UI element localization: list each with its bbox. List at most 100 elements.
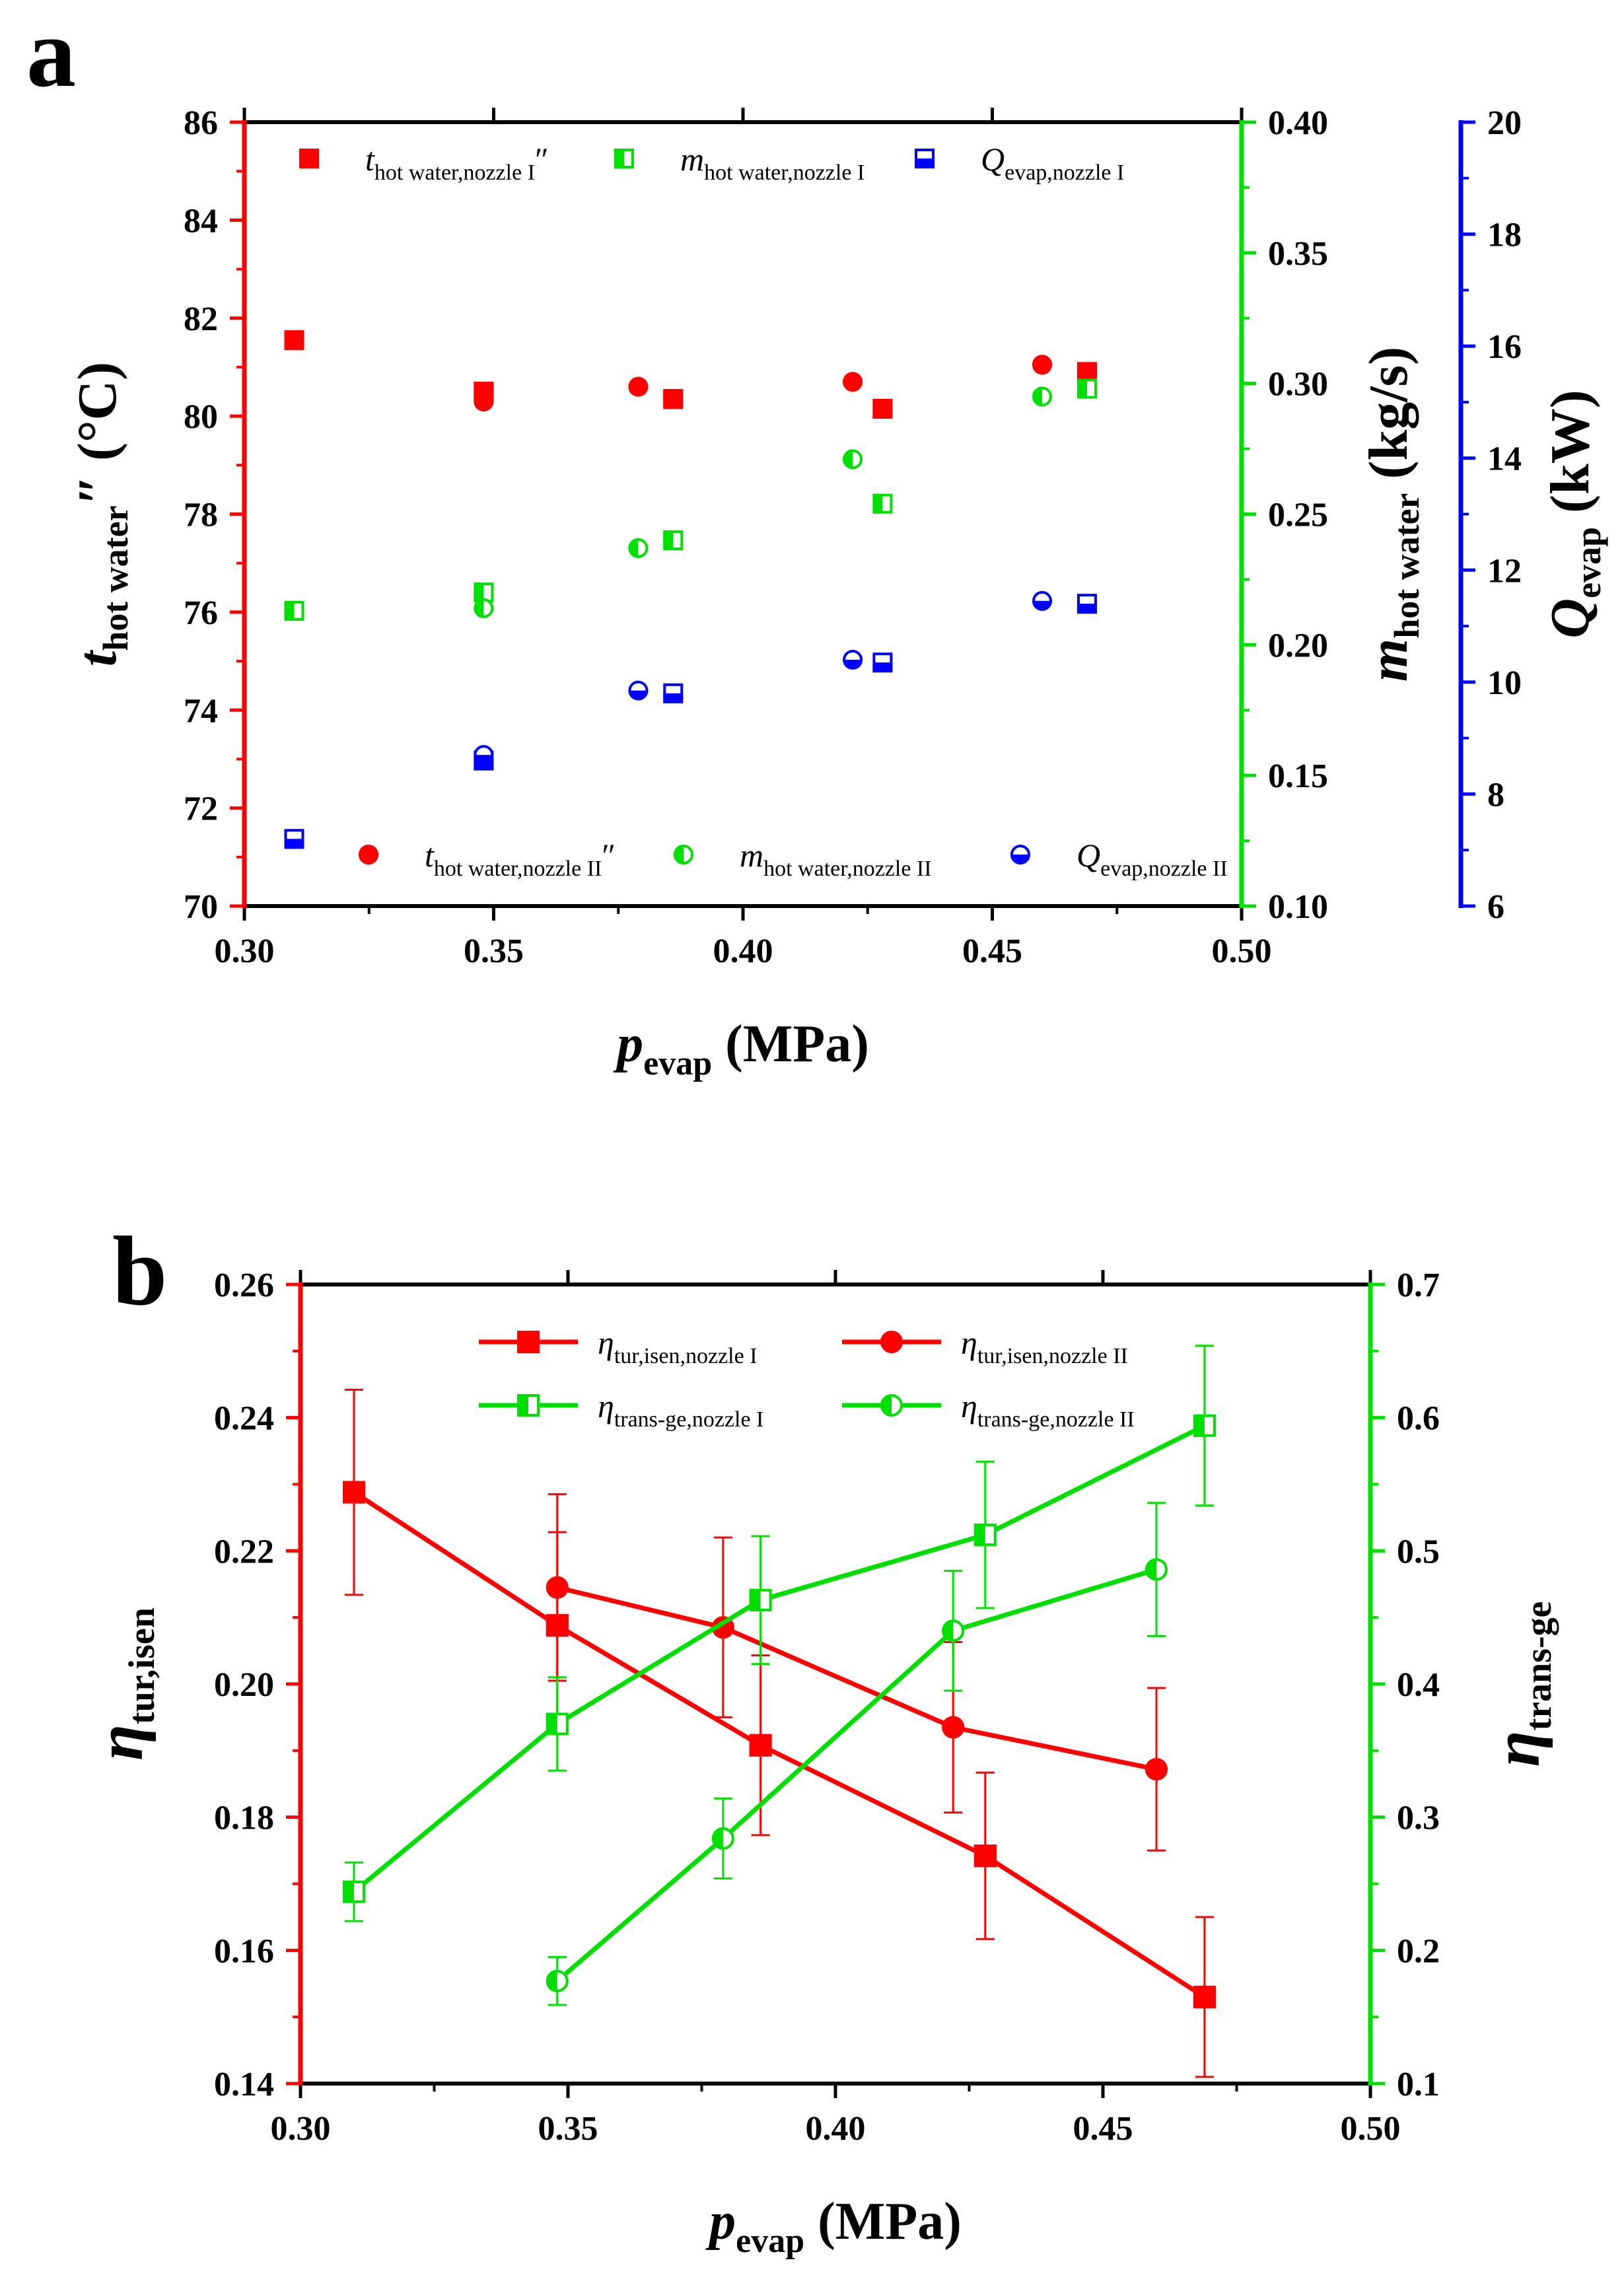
marker-outline [663, 389, 684, 409]
data-point [546, 1712, 569, 1736]
marker-fill [1032, 355, 1052, 375]
y-tick-label-trans: 0.4 [1397, 1666, 1440, 1704]
marker-fill [880, 1331, 903, 1353]
legend-marker [517, 1394, 540, 1417]
data-point [749, 1588, 772, 1611]
data-point [843, 449, 863, 470]
y-tick-label-t: 80 [184, 398, 218, 436]
marker-outline [359, 845, 378, 864]
x-tick-label: 0.30 [215, 932, 275, 970]
y-tick-label-t: 74 [184, 692, 218, 730]
y-tick-label-trans: 0.5 [1397, 1533, 1440, 1570]
legend-entry: ηtrans-ge,nozzle II [842, 1387, 1135, 1432]
data-point [284, 829, 304, 849]
y-tick-label-trans: 0.3 [1397, 1800, 1440, 1837]
y-tick-label-t: 78 [184, 497, 218, 534]
legend-entry: ηtur,isen,nozzle I [479, 1324, 758, 1368]
y-tick-label-t: 82 [184, 300, 218, 338]
y-axis-title-q: Qevap (kW) [1539, 390, 1608, 638]
marker-fill [546, 1576, 569, 1599]
legend-entry: thot water,nozzle I″ [299, 141, 549, 185]
legend-marker [299, 149, 319, 168]
data-point [663, 683, 684, 703]
data-point [1077, 378, 1097, 399]
marker-outline [973, 1844, 997, 1868]
marker-outline [614, 149, 634, 168]
y-tick-label-tur: 0.26 [214, 1267, 274, 1304]
legend-entry: ηtur,isen,nozzle II [842, 1324, 1128, 1368]
y-tick-label-m: 0.35 [1268, 235, 1328, 273]
legend-label: ηtur,isen,nozzle II [961, 1324, 1128, 1368]
y-tick-label-t: 76 [184, 594, 218, 632]
marker-outline [1193, 1985, 1216, 2008]
legend-marker [1010, 845, 1030, 864]
legend-label: ηtur,isen,nozzle I [598, 1324, 758, 1368]
data-point [628, 538, 649, 558]
y-tick-label-trans: 0.2 [1397, 1932, 1440, 1970]
data-point [973, 1524, 997, 1547]
marker-fill [343, 1880, 354, 1903]
legend-label: mhot water,nozzle II [740, 837, 932, 881]
y-tick-label-q: 12 [1487, 552, 1522, 590]
marker-outline [663, 530, 684, 551]
y-tick-label-tur: 0.24 [214, 1400, 274, 1438]
data-point [1193, 1985, 1216, 2008]
data-point [628, 680, 649, 701]
series-1 [284, 378, 1097, 621]
marker-outline [628, 376, 649, 397]
legend-label: ηtrans-ge,nozzle II [961, 1387, 1135, 1432]
y-axis-title-m: mhot water (kg/s) [1358, 347, 1427, 682]
legend-entry: ηtrans-ge,nozzle I [479, 1387, 763, 1432]
legend-marker [614, 149, 634, 168]
marker-outline [711, 1827, 734, 1850]
marker-fill [749, 1734, 772, 1757]
chart-panel-a: 0.30 0.35 0.40 0.45 0.50 pevap (MPa) 70 72 74 76 7… [67, 104, 1608, 1082]
marker-fill [517, 1394, 528, 1417]
marker-fill [1077, 362, 1097, 382]
marker-fill [749, 1588, 761, 1611]
legend: thot water,nozzle I″ mhot water,nozzle I Q… [299, 141, 1228, 881]
y-tick-label-trans: 0.7 [1397, 1267, 1440, 1304]
y-tick-label-tur: 0.16 [214, 1932, 274, 1970]
marker-fill [973, 1844, 997, 1868]
marker-outline [872, 398, 893, 419]
legend-entry: Qevap,nozzle I [915, 141, 1124, 185]
marker-outline [474, 598, 494, 618]
x-tick-label: 0.40 [806, 2110, 866, 2148]
marker-outline [872, 493, 893, 514]
marker-outline [843, 372, 863, 392]
marker-outline [749, 1588, 772, 1611]
data-point [1032, 355, 1052, 375]
marker-fill [474, 391, 494, 411]
marker-fill [517, 1331, 540, 1353]
x-tick-label: 0.50 [1212, 932, 1272, 970]
marker-outline [872, 652, 893, 673]
y-tick-label-trans: 0.6 [1397, 1400, 1440, 1438]
marker-outline [843, 649, 863, 670]
legend-label: thot water,nozzle I″ [365, 141, 549, 185]
x-axis-title: pevap (MPa) [613, 1015, 869, 1082]
y-tick-label-q: 6 [1487, 888, 1504, 926]
x-tick-label: 0.45 [962, 932, 1022, 970]
marker-outline [299, 149, 319, 168]
legend-marker [359, 845, 378, 864]
series-5 [474, 590, 1052, 765]
marker-outline [343, 1481, 365, 1504]
marker-fill [663, 389, 684, 409]
marker-outline [546, 1576, 569, 1599]
data-point [343, 1880, 365, 1903]
marker-outline [517, 1331, 540, 1353]
data-point [843, 372, 863, 392]
y-tick-label-q: 14 [1487, 440, 1522, 478]
marker-fill [343, 1481, 365, 1504]
data-point [343, 1481, 365, 1504]
data-point [843, 649, 863, 670]
data-point [663, 389, 684, 409]
marker-outline [517, 1394, 540, 1417]
marker-fill [359, 845, 378, 864]
y-tick-label-m: 0.40 [1268, 104, 1328, 142]
y-tick-label-t: 70 [184, 888, 218, 926]
data-point [1145, 1758, 1168, 1781]
chart-panel-b: 0.30 0.35 0.40 0.45 0.50 pevap (MPa) 0.14 0.16 0… [83, 1267, 1559, 2260]
